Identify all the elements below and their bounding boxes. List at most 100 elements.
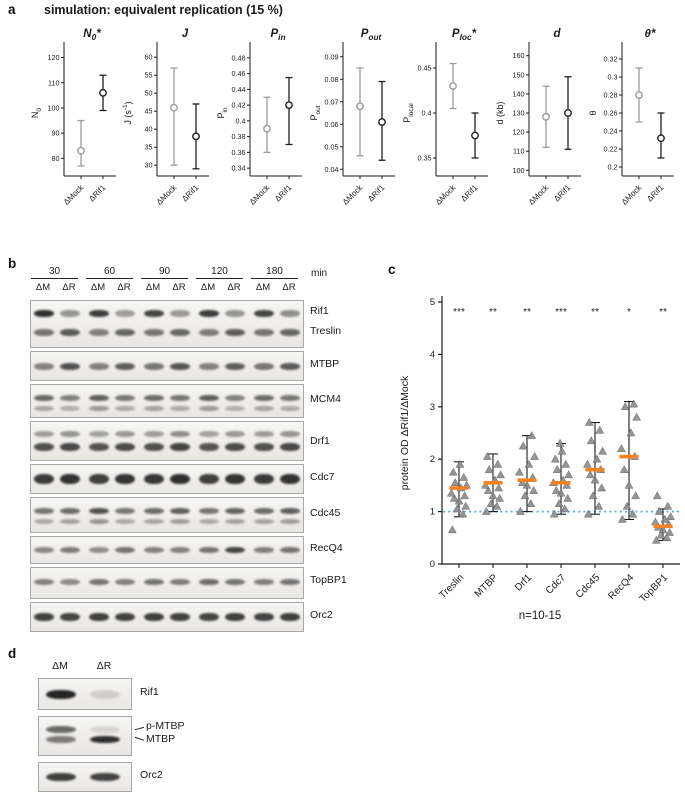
scatter-point (484, 464, 494, 473)
gel-band (144, 328, 164, 336)
gel-band (254, 519, 274, 525)
gel-band (60, 578, 80, 585)
gel-band (89, 328, 109, 336)
gel-band (254, 328, 274, 336)
gel-band (115, 613, 135, 621)
x-tick-label: TopBP1 (638, 572, 671, 605)
data-point (657, 134, 665, 143)
scatter-point (665, 527, 675, 536)
gel-strip (30, 351, 304, 381)
x-tick-label: ΔMock (248, 182, 272, 206)
median-bar (551, 480, 571, 485)
scatter-point (631, 491, 641, 500)
scatter-point (458, 509, 468, 518)
lane-label: ΔR (172, 282, 186, 293)
gel-band (34, 578, 54, 585)
gel-band (60, 547, 80, 553)
y-tick-label: 0.45 (418, 64, 432, 73)
gel-band (254, 362, 274, 370)
gel-band (280, 507, 300, 514)
gel-band (170, 519, 190, 525)
gel-band (34, 519, 54, 525)
gel-band (60, 443, 80, 452)
protein-label: MCM4 (310, 393, 341, 405)
scatter-point (518, 441, 528, 450)
y-tick-label: 0.4 (422, 109, 432, 118)
gel-band (254, 474, 274, 484)
scatter-point (582, 459, 592, 468)
significance-label: ** (659, 307, 667, 318)
scatter-point (554, 499, 564, 507)
gel-band (170, 394, 190, 401)
gel-band (280, 547, 300, 553)
gel-band (144, 474, 164, 484)
gel-band (170, 474, 190, 484)
scatter-point (656, 530, 666, 539)
gel-band (170, 328, 190, 336)
protein-label: MTBP (310, 358, 340, 370)
sample-size-note: n=10-15 (518, 610, 562, 622)
scatter-point (447, 525, 457, 534)
x-tick-label: Treslin (437, 572, 466, 601)
gel-band (170, 405, 190, 411)
x-tick-label: ΔRif1 (366, 183, 387, 204)
data-point (471, 131, 479, 140)
lane-label: ΔR (96, 660, 112, 672)
x-tick-label: MTBP (473, 572, 501, 600)
scatter-point (652, 491, 662, 500)
y-tick-label: 0.04 (325, 165, 339, 174)
y-tick-label: 0.08 (325, 75, 339, 84)
gel-band (115, 310, 135, 318)
scatter-point (595, 425, 605, 434)
gel-band (34, 507, 54, 514)
scatter-point (551, 485, 561, 494)
y-tick-label: 0.28 (604, 91, 618, 100)
data-point (542, 112, 550, 121)
gel-band (144, 362, 164, 370)
scatter-point (617, 514, 627, 523)
y-axis-label: N0 (30, 108, 43, 119)
lane-label: ΔR (282, 282, 296, 293)
y-tick-label: 0.22 (604, 145, 618, 154)
scatter-point (590, 475, 600, 484)
scatter-point (450, 478, 460, 487)
protein-label: Orc2 (310, 609, 333, 621)
gel-band (199, 328, 219, 336)
y-tick-label: 55 (145, 71, 153, 80)
scatter-point (583, 509, 593, 518)
median-bar (517, 478, 537, 482)
scatter-point (622, 501, 632, 510)
significance-label: *** (555, 307, 567, 318)
gel-band (254, 443, 274, 452)
scatter-point (550, 454, 560, 463)
y-tick-label: 0.46 (232, 69, 246, 78)
y-tick-label: 80 (52, 154, 60, 163)
protein-label: p-MTBP (146, 719, 185, 732)
scatter-point (557, 446, 567, 455)
y-tick-label: 0.3 (608, 73, 618, 82)
scatter-point (555, 438, 565, 447)
panel-a-label: a (8, 2, 16, 17)
gel-band (34, 394, 54, 401)
gel-band (34, 362, 54, 370)
gel-band (115, 507, 135, 514)
scatter-point (448, 467, 458, 476)
protein-label: TopBP1 (310, 573, 347, 586)
y-tick-label: 2 (430, 454, 435, 465)
scatter-point (654, 506, 664, 515)
gel-band (115, 443, 135, 452)
significance-label: ** (591, 307, 599, 318)
gel-band (280, 519, 300, 525)
protein-label: Drf1 (310, 434, 330, 447)
gel-band (144, 394, 164, 401)
gel-band (115, 474, 135, 484)
y-tick-label: 0.35 (418, 154, 432, 163)
scatter-point (482, 451, 492, 460)
scatter-point (584, 417, 594, 426)
gel-band (115, 394, 135, 401)
y-axis-label: Plocal (402, 103, 415, 123)
data-point (263, 124, 271, 133)
gel-band (89, 443, 109, 452)
y-tick-label: 0.34 (232, 164, 246, 173)
